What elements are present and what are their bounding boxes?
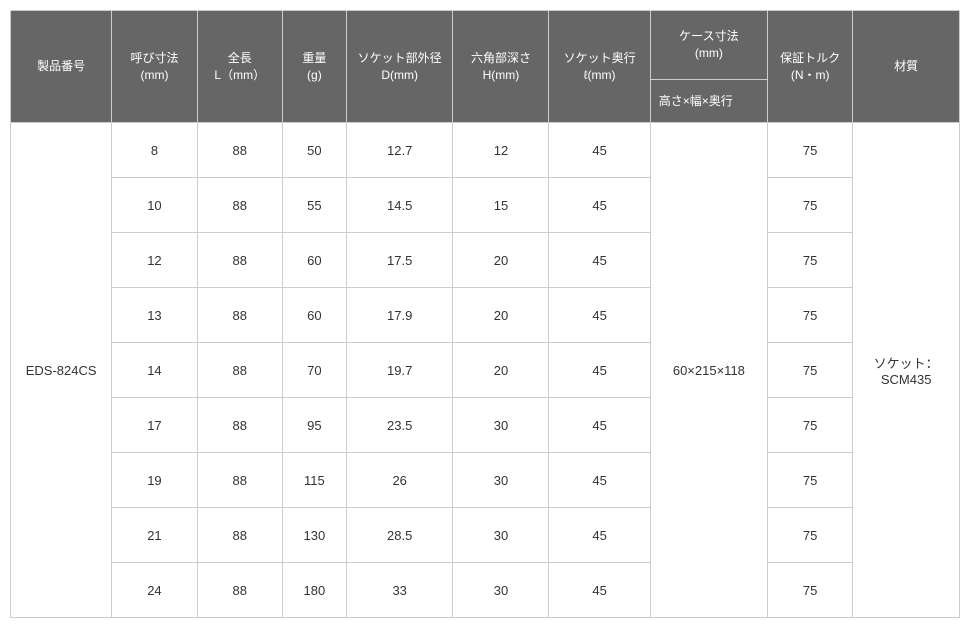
table-row: 12886017.52045 75	[11, 233, 960, 288]
cell-diameter: 17.9	[346, 288, 453, 343]
header-material: 材質	[853, 11, 960, 123]
cell-hex: 30	[453, 563, 549, 618]
cell-torque: 75	[768, 563, 853, 618]
cell-torque: 75	[768, 123, 853, 178]
cell-nominal: 21	[112, 508, 197, 563]
header-torque: 保証トルク(N・m)	[768, 11, 853, 123]
cell-weight: 50	[282, 123, 346, 178]
header-case-top: ケース寸法(mm)	[650, 11, 767, 80]
cell-depth: 45	[549, 343, 650, 398]
table-body: EDS-824CS8885012.7124560×215×11875ソケット：S…	[11, 123, 960, 618]
cell-torque: 75	[768, 453, 853, 508]
cell-length: 88	[197, 178, 282, 233]
cell-length: 88	[197, 398, 282, 453]
cell-length: 88	[197, 563, 282, 618]
cell-nominal: 12	[112, 233, 197, 288]
header-case-sub: 高さ×幅×奥行	[650, 80, 767, 123]
cell-nominal: 14	[112, 343, 197, 398]
cell-diameter: 26	[346, 453, 453, 508]
cell-depth: 45	[549, 508, 650, 563]
cell-depth: 45	[549, 453, 650, 508]
cell-torque: 75	[768, 288, 853, 343]
cell-torque: 75	[768, 178, 853, 233]
cell-weight: 95	[282, 398, 346, 453]
cell-nominal: 24	[112, 563, 197, 618]
cell-diameter: 17.5	[346, 233, 453, 288]
cell-depth: 45	[549, 563, 650, 618]
cell-torque: 75	[768, 343, 853, 398]
cell-torque: 75	[768, 398, 853, 453]
cell-diameter: 19.7	[346, 343, 453, 398]
cell-weight: 60	[282, 288, 346, 343]
cell-weight: 70	[282, 343, 346, 398]
cell-torque: 75	[768, 233, 853, 288]
cell-weight: 55	[282, 178, 346, 233]
table-row: 13886017.92045 75	[11, 288, 960, 343]
cell-weight: 130	[282, 508, 346, 563]
cell-depth: 45	[549, 288, 650, 343]
table-row: 2488180333045 75	[11, 563, 960, 618]
cell-depth: 45	[549, 398, 650, 453]
cell-depth: 45	[549, 123, 650, 178]
header-depth: ソケット奥行ℓ(mm)	[549, 11, 650, 123]
header-length: 全長L（mm）	[197, 11, 282, 123]
header-diameter: ソケット部外径D(mm)	[346, 11, 453, 123]
table-row: 10885514.51545 75	[11, 178, 960, 233]
table-row: 218813028.53045 75	[11, 508, 960, 563]
cell-hex: 20	[453, 233, 549, 288]
cell-length: 88	[197, 123, 282, 178]
cell-length: 88	[197, 343, 282, 398]
cell-nominal: 19	[112, 453, 197, 508]
cell-length: 88	[197, 508, 282, 563]
cell-length: 88	[197, 453, 282, 508]
cell-weight: 115	[282, 453, 346, 508]
cell-weight: 180	[282, 563, 346, 618]
cell-depth: 45	[549, 233, 650, 288]
header-weight: 重量(g)	[282, 11, 346, 123]
cell-hex: 30	[453, 398, 549, 453]
cell-nominal: 17	[112, 398, 197, 453]
header-hex: 六角部深さH(mm)	[453, 11, 549, 123]
cell-nominal: 8	[112, 123, 197, 178]
table-row: 1988115263045 75	[11, 453, 960, 508]
cell-diameter: 33	[346, 563, 453, 618]
cell-length: 88	[197, 288, 282, 343]
cell-diameter: 23.5	[346, 398, 453, 453]
cell-product: EDS-824CS	[11, 123, 112, 618]
cell-material: ソケット：SCM435	[853, 123, 960, 618]
cell-torque: 75	[768, 508, 853, 563]
header-row-1: 製品番号 呼び寸法(mm) 全長L（mm） 重量(g) ソケット部外径D(mm)…	[11, 11, 960, 80]
cell-hex: 30	[453, 508, 549, 563]
spec-table: 製品番号 呼び寸法(mm) 全長L（mm） 重量(g) ソケット部外径D(mm)…	[10, 10, 960, 618]
header-nominal: 呼び寸法(mm)	[112, 11, 197, 123]
table-row: 14887019.72045 75	[11, 343, 960, 398]
table-row: EDS-824CS8885012.7124560×215×11875ソケット：S…	[11, 123, 960, 178]
cell-diameter: 14.5	[346, 178, 453, 233]
cell-diameter: 12.7	[346, 123, 453, 178]
cell-depth: 45	[549, 178, 650, 233]
cell-nominal: 13	[112, 288, 197, 343]
cell-hex: 15	[453, 178, 549, 233]
cell-case: 60×215×118	[650, 123, 767, 618]
cell-hex: 12	[453, 123, 549, 178]
cell-hex: 20	[453, 288, 549, 343]
cell-hex: 30	[453, 453, 549, 508]
table-row: 17889523.53045 75	[11, 398, 960, 453]
header-product: 製品番号	[11, 11, 112, 123]
cell-nominal: 10	[112, 178, 197, 233]
cell-length: 88	[197, 233, 282, 288]
cell-diameter: 28.5	[346, 508, 453, 563]
cell-hex: 20	[453, 343, 549, 398]
cell-weight: 60	[282, 233, 346, 288]
